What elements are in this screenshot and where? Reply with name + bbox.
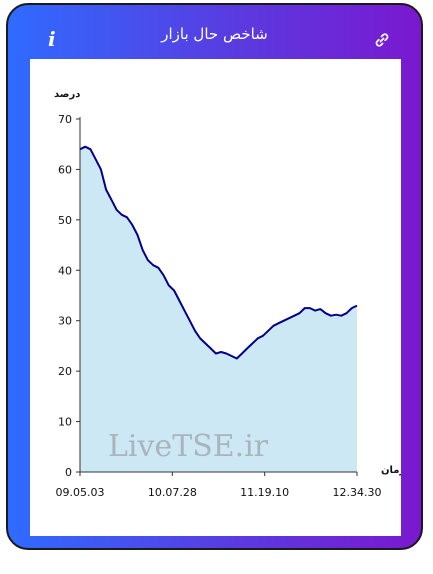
y-tick-label: 0 [65, 466, 72, 479]
y-tick-label: 50 [58, 214, 72, 227]
page-title: شاخص حال بازار [161, 25, 268, 43]
chart-panel: درصد زمان 0 10 20 30 40 50 60 70 09.05.03 10.07.2… [30, 59, 401, 536]
plot-area: 0 10 20 30 40 50 60 70 09.05.03 10.07.28 11.19.10 1… [56, 113, 382, 499]
x-tick-label: 09.05.03 [56, 486, 105, 499]
info-icon[interactable]: i [48, 27, 56, 51]
y-tick-label: 30 [58, 315, 72, 328]
x-tick-label: 11.19.10 [240, 486, 289, 499]
y-tick-label: 10 [58, 416, 72, 429]
y-axis-label: درصد [54, 89, 80, 100]
y-tick-label: 20 [58, 365, 72, 378]
series-area-fill [80, 146, 357, 472]
y-tick-label: 40 [58, 264, 72, 277]
x-tick-label: 12.34.30 [333, 486, 382, 499]
market-status-card: i شاخص حال بازار درصد زمان 0 10 20 30 40 50 60… [6, 3, 423, 550]
chart-svg: درصد زمان 0 10 20 30 40 50 60 70 09.05.03 10.07.2… [54, 89, 401, 499]
x-tick-label: 10.07.28 [148, 486, 197, 499]
y-tick-label: 70 [58, 113, 72, 126]
link-icon[interactable] [374, 32, 390, 52]
x-axis-label: زمان [381, 465, 401, 476]
series-line [79, 145, 358, 360]
watermark: LiveTSE.ir [108, 429, 269, 464]
y-tick-label: 60 [58, 163, 72, 176]
